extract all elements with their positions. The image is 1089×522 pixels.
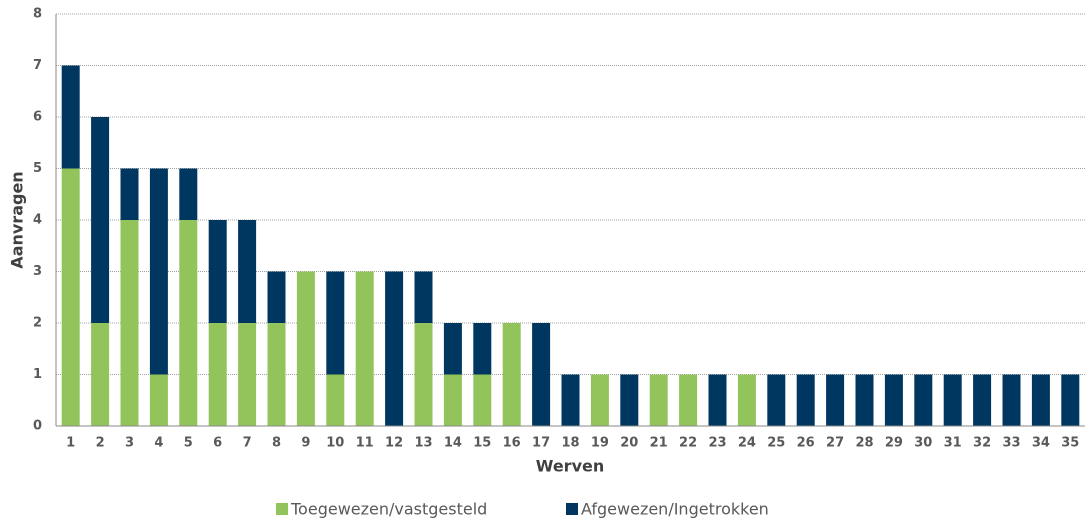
bar-segment — [267, 323, 286, 426]
bar-segment — [443, 323, 462, 375]
y-tick-label: 0 — [33, 419, 42, 434]
bar-segment — [179, 168, 198, 220]
bar-segment — [796, 374, 815, 426]
bar-segment — [620, 374, 639, 426]
bar-segment — [502, 323, 521, 426]
x-tick-label: 33 — [1002, 436, 1020, 451]
bar-segment — [679, 374, 698, 426]
bar-segment — [149, 374, 168, 426]
x-tick-label: 34 — [1032, 436, 1050, 451]
y-tick-label: 5 — [33, 161, 42, 176]
x-tick-label: 29 — [885, 436, 903, 451]
y-tick-label: 2 — [33, 316, 42, 331]
bar-segment — [385, 271, 404, 426]
x-tick-label: 21 — [650, 436, 668, 451]
bar-segment — [355, 271, 374, 426]
bar-segment — [61, 168, 80, 426]
x-tick-label: 26 — [797, 436, 815, 451]
bar-segment — [473, 323, 492, 375]
bar-segment — [208, 323, 227, 426]
y-tick-label: 3 — [33, 264, 42, 279]
x-tick-label: 20 — [620, 436, 638, 451]
bar-segment — [91, 323, 110, 426]
x-tick-label: 6 — [213, 436, 222, 451]
x-tick-label: 18 — [561, 436, 579, 451]
x-tick-label: 27 — [826, 436, 844, 451]
x-tick-label: 23 — [708, 436, 726, 451]
x-tick-label: 15 — [473, 436, 491, 451]
bar-segment — [767, 374, 786, 426]
x-tick-label: 4 — [154, 436, 163, 451]
y-tick-label: 7 — [33, 58, 42, 73]
x-tick-label: 19 — [591, 436, 609, 451]
bar-segment — [267, 271, 286, 323]
bar-segment — [884, 374, 903, 426]
bar-segment — [561, 374, 580, 426]
legend-swatch — [566, 503, 578, 515]
x-tick-label: 12 — [385, 436, 403, 451]
y-tick-label: 6 — [33, 110, 42, 125]
bar-segment — [91, 117, 110, 323]
y-tick-label: 4 — [33, 213, 42, 228]
y-tick-label: 1 — [33, 367, 42, 382]
bar-segment — [855, 374, 874, 426]
x-tick-label: 9 — [301, 436, 310, 451]
x-tick-label: 31 — [944, 436, 962, 451]
x-tick-label: 14 — [444, 436, 462, 451]
x-tick-label: 17 — [532, 436, 550, 451]
bar-segment — [326, 374, 345, 426]
x-tick-label: 8 — [272, 436, 281, 451]
x-tick-label: 10 — [326, 436, 344, 451]
bar-segment — [914, 374, 933, 426]
y-axis-title: Aanvragen — [8, 171, 27, 268]
bar-segment — [473, 374, 492, 426]
x-tick-label: 22 — [679, 436, 697, 451]
x-tick-label: 1 — [66, 436, 75, 451]
bar-segment — [149, 168, 168, 375]
bar-segment — [737, 374, 756, 426]
bar-segment — [943, 374, 962, 426]
bar-segment — [826, 374, 845, 426]
bar-segment — [708, 374, 727, 426]
bar-segment — [1031, 374, 1050, 426]
bar-segment — [414, 271, 433, 323]
x-tick-label: 11 — [356, 436, 374, 451]
y-tick-label: 8 — [33, 7, 42, 22]
bar-segment — [590, 374, 609, 426]
x-tick-label: 2 — [96, 436, 105, 451]
bar-segment — [238, 323, 257, 426]
x-tick-label: 32 — [973, 436, 991, 451]
x-tick-label: 5 — [184, 436, 193, 451]
x-tick-label: 28 — [855, 436, 873, 451]
bar-segment — [326, 271, 345, 375]
x-tick-label: 25 — [767, 436, 785, 451]
legend-swatch — [276, 503, 288, 515]
x-tick-label: 3 — [125, 436, 134, 451]
bar-segment — [208, 220, 227, 323]
bar-segment — [414, 323, 433, 426]
x-tick-label: 35 — [1061, 436, 1079, 451]
x-tick-label: 13 — [414, 436, 432, 451]
bar-segment — [120, 168, 139, 220]
legend-label: Toegewezen/vastgesteld — [290, 500, 487, 519]
bar-segment — [443, 374, 462, 426]
bar-segment — [1061, 374, 1080, 426]
bar-segment — [1002, 374, 1021, 426]
x-axis-title: Werven — [536, 457, 605, 476]
x-tick-label: 16 — [503, 436, 521, 451]
bar-segment — [179, 220, 198, 426]
bar-segment — [238, 220, 257, 323]
x-tick-label: 24 — [738, 436, 756, 451]
bar-segment — [120, 220, 139, 426]
x-tick-label: 30 — [914, 436, 932, 451]
bar-segment — [973, 374, 992, 426]
bar-segment — [61, 65, 80, 169]
bar-segment — [532, 323, 551, 426]
x-tick-label: 7 — [243, 436, 252, 451]
bar-segment — [296, 271, 315, 426]
bar-segment — [649, 374, 668, 426]
legend-label: Afgewezen/Ingetrokken — [581, 500, 769, 519]
